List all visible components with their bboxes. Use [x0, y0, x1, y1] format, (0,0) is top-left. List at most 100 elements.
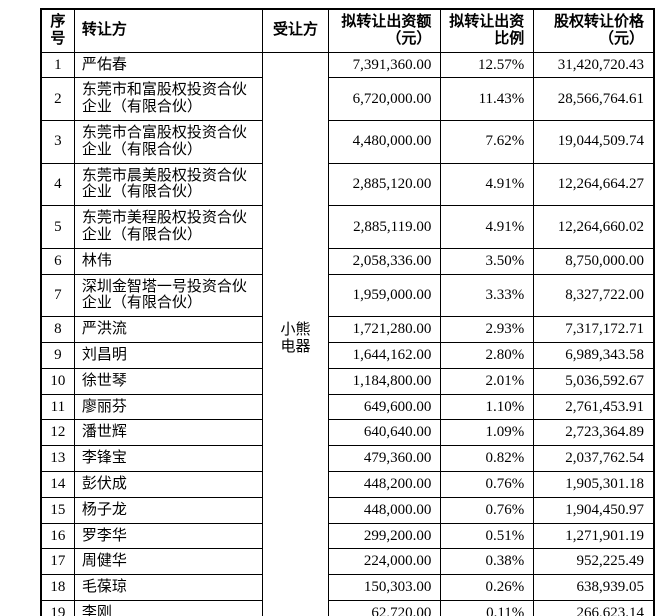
- table-row: 14 彭伏成 448,200.00 0.76% 1,905,301.18: [40, 470, 655, 498]
- row-number-cell: 12: [40, 419, 75, 447]
- ratio-cell: 0.82%: [440, 445, 535, 472]
- transferor-cell: 廖丽芬: [73, 393, 263, 421]
- row-number-cell: 2: [40, 77, 75, 121]
- table-header: 序 号 转让方 受让方 拟转让出资额 （元） 拟转让出资 比例 股权转让价格 （…: [40, 8, 655, 53]
- table-row: 16 罗李华 299,200.00 0.51% 1,271,901.19: [40, 522, 655, 550]
- amount-cell: 2,885,120.00: [328, 162, 442, 207]
- transferor-cell: 潘世辉: [73, 419, 263, 447]
- amount-cell: 6,720,000.00: [328, 77, 442, 121]
- row-number-cell: 16: [40, 522, 75, 550]
- transferor-cell: 杨子龙: [73, 496, 263, 524]
- header-price: 股权转让价格 （元）: [533, 8, 655, 53]
- row-number-cell: 8: [40, 316, 75, 343]
- row-number-cell: 13: [40, 445, 75, 472]
- row-number-cell: 1: [40, 51, 75, 79]
- ratio-cell: 0.38%: [440, 548, 535, 576]
- table-row: 15 杨子龙 448,000.00 0.76% 1,904,450.97: [40, 496, 655, 524]
- table-row: 8 严洪流 1,721,280.00 2.93% 7,317,172.71: [40, 316, 655, 343]
- table-row: 13 李锋宝 479,360.00 0.82% 2,037,762.54: [40, 445, 655, 472]
- row-number-cell: 17: [40, 548, 75, 576]
- row-number-cell: 6: [40, 247, 75, 275]
- price-cell: 266,623.14: [533, 599, 655, 616]
- table-row: 5 东莞市美程股权投资合伙企业（有限合伙） 2,885,119.00 4.91%…: [40, 205, 655, 249]
- row-number-cell: 18: [40, 574, 75, 601]
- price-cell: 12,264,660.02: [533, 205, 655, 249]
- amount-cell: 1,959,000.00: [328, 273, 442, 318]
- amount-cell: 4,480,000.00: [328, 119, 442, 164]
- ratio-cell: 3.50%: [440, 247, 535, 275]
- row-number-cell: 19: [40, 599, 75, 616]
- row-number-cell: 9: [40, 341, 75, 369]
- equity-transfer-table: 序 号 转让方 受让方 拟转让出资额 （元） 拟转让出资 比例 股权转让价格 （…: [40, 8, 655, 616]
- amount-cell: 299,200.00: [328, 522, 442, 550]
- price-cell: 1,271,901.19: [533, 522, 655, 550]
- amount-cell: 2,058,336.00: [328, 247, 442, 275]
- transferor-cell: 严佑春: [73, 51, 263, 79]
- price-cell: 638,939.05: [533, 574, 655, 601]
- amount-cell: 448,000.00: [328, 496, 442, 524]
- ratio-cell: 1.10%: [440, 393, 535, 421]
- ratio-cell: 0.76%: [440, 470, 535, 498]
- ratio-cell: 0.76%: [440, 496, 535, 524]
- row-number-cell: 7: [40, 273, 75, 318]
- transferor-cell: 李锋宝: [73, 445, 263, 472]
- transferor-cell: 东莞市晨美股权投资合伙企业（有限合伙）: [73, 162, 263, 207]
- table-row: 2 东莞市和富股权投资合伙企业（有限合伙） 6,720,000.00 11.43…: [40, 77, 655, 121]
- transferor-cell: 深圳金智塔一号投资合伙企业（有限合伙）: [73, 273, 263, 318]
- price-cell: 2,037,762.54: [533, 445, 655, 472]
- ratio-cell: 3.33%: [440, 273, 535, 318]
- amount-cell: 479,360.00: [328, 445, 442, 472]
- row-number-cell: 5: [40, 205, 75, 249]
- table-row: 4 东莞市晨美股权投资合伙企业（有限合伙） 2,885,120.00 4.91%…: [40, 162, 655, 207]
- header-transferor: 转让方: [73, 8, 263, 53]
- price-cell: 7,317,172.71: [533, 316, 655, 343]
- ratio-cell: 2.80%: [440, 341, 535, 369]
- price-cell: 12,264,664.27: [533, 162, 655, 207]
- row-number-cell: 11: [40, 393, 75, 421]
- price-cell: 2,761,453.91: [533, 393, 655, 421]
- transferor-cell: 东莞市美程股权投资合伙企业（有限合伙）: [73, 205, 263, 249]
- table-row: 10 徐世琴 1,184,800.00 2.01% 5,036,592.67: [40, 367, 655, 395]
- table-row: 12 潘世辉 640,640.00 1.09% 2,723,364.89: [40, 419, 655, 447]
- ratio-cell: 11.43%: [440, 77, 535, 121]
- price-cell: 6,989,343.58: [533, 341, 655, 369]
- ratio-cell: 0.26%: [440, 574, 535, 601]
- price-cell: 31,420,720.43: [533, 51, 655, 79]
- transferor-cell: 东莞市和富股权投资合伙企业（有限合伙）: [73, 77, 263, 121]
- row-number-cell: 3: [40, 119, 75, 164]
- amount-cell: 1,721,280.00: [328, 316, 442, 343]
- transferor-cell: 周健华: [73, 548, 263, 576]
- ratio-cell: 12.57%: [440, 51, 535, 79]
- row-number-cell: 14: [40, 470, 75, 498]
- price-cell: 8,750,000.00: [533, 247, 655, 275]
- ratio-cell: 1.09%: [440, 419, 535, 447]
- table-row: 9 刘昌明 1,644,162.00 2.80% 6,989,343.58: [40, 341, 655, 369]
- transferor-cell: 彭伏成: [73, 470, 263, 498]
- table-row: 1 严佑春 小熊 电器 7,391,360.00 12.57% 31,420,72…: [40, 51, 655, 616]
- header-serial-number: 序 号: [40, 8, 75, 53]
- price-cell: 19,044,509.74: [533, 119, 655, 164]
- ratio-cell: 7.62%: [440, 119, 535, 164]
- ratio-cell: 0.11%: [440, 599, 535, 616]
- price-cell: 8,327,722.00: [533, 273, 655, 318]
- transferor-cell: 刘昌明: [73, 341, 263, 369]
- price-cell: 1,905,301.18: [533, 470, 655, 498]
- table-row: 7 深圳金智塔一号投资合伙企业（有限合伙） 1,959,000.00 3.33%…: [40, 273, 655, 318]
- row-number-cell: 15: [40, 496, 75, 524]
- ratio-cell: 4.91%: [440, 205, 535, 249]
- transferee-merged-cell: 小熊 电器: [261, 51, 330, 616]
- header-ratio: 拟转让出资 比例: [440, 8, 535, 53]
- amount-cell: 1,644,162.00: [328, 341, 442, 369]
- table-row: 17 周健华 224,000.00 0.38% 952,225.49: [40, 548, 655, 576]
- price-cell: 28,566,764.61: [533, 77, 655, 121]
- transferor-cell: 东莞市合富股权投资合伙企业（有限合伙）: [73, 119, 263, 164]
- transferor-cell: 严洪流: [73, 316, 263, 343]
- amount-cell: 640,640.00: [328, 419, 442, 447]
- price-cell: 952,225.49: [533, 548, 655, 576]
- table-row: 6 林伟 2,058,336.00 3.50% 8,750,000.00: [40, 247, 655, 275]
- price-cell: 2,723,364.89: [533, 419, 655, 447]
- transferor-cell: 李刚: [73, 599, 263, 616]
- header-transferee: 受让方: [261, 8, 330, 53]
- amount-cell: 224,000.00: [328, 548, 442, 576]
- ratio-cell: 0.51%: [440, 522, 535, 550]
